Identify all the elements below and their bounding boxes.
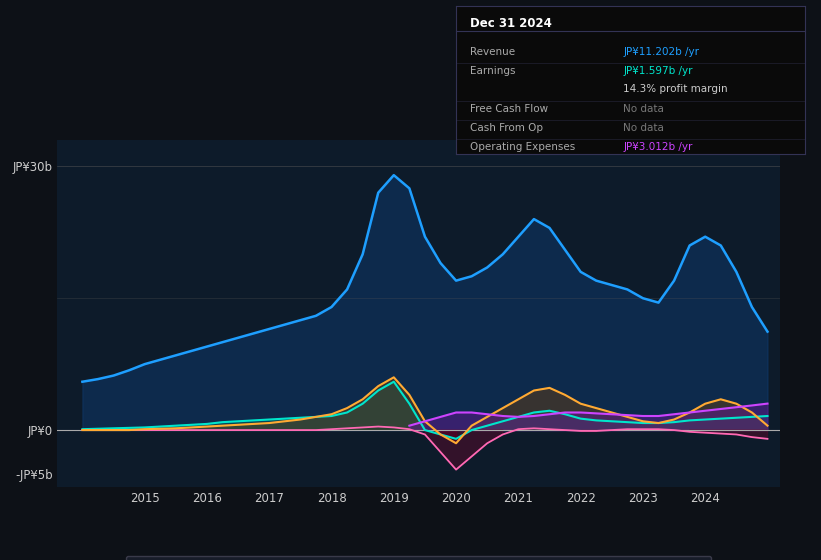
Text: No data: No data xyxy=(623,123,664,133)
Text: Revenue: Revenue xyxy=(470,47,515,57)
Text: Dec 31 2024: Dec 31 2024 xyxy=(470,17,552,30)
Text: JP¥1.597b /yr: JP¥1.597b /yr xyxy=(623,67,693,77)
Text: JP¥3.012b /yr: JP¥3.012b /yr xyxy=(623,142,693,152)
Text: Free Cash Flow: Free Cash Flow xyxy=(470,104,548,114)
Text: Cash From Op: Cash From Op xyxy=(470,123,543,133)
Legend: Revenue, Earnings, Free Cash Flow, Cash From Op, Operating Expenses: Revenue, Earnings, Free Cash Flow, Cash … xyxy=(126,556,711,560)
Text: JP¥11.202b /yr: JP¥11.202b /yr xyxy=(623,47,699,57)
Text: Earnings: Earnings xyxy=(470,67,515,77)
Text: 14.3% profit margin: 14.3% profit margin xyxy=(623,84,727,94)
Text: Operating Expenses: Operating Expenses xyxy=(470,142,575,152)
Text: No data: No data xyxy=(623,104,664,114)
